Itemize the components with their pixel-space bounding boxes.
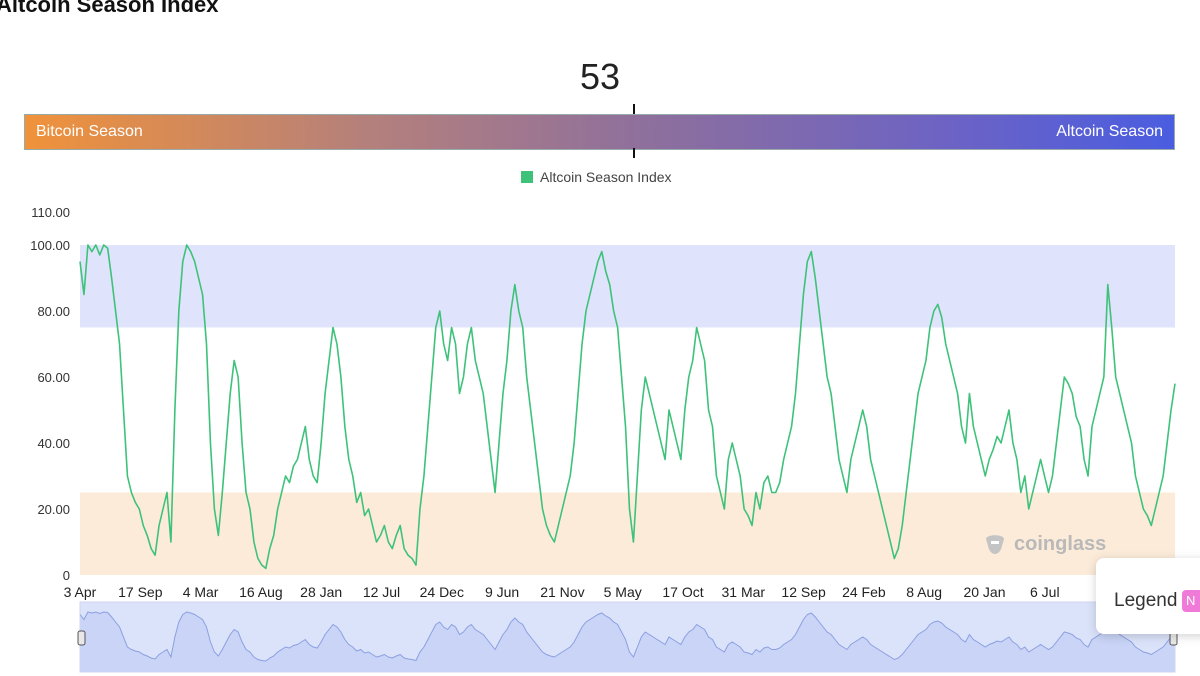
legend-popup[interactable]: Legend N: [1096, 558, 1200, 634]
bitcoin-season-label: Bitcoin Season: [36, 123, 143, 140]
season-gauge-bar: Bitcoin Season Altcoin Season: [24, 114, 1175, 150]
y-tick-label: 0: [63, 568, 70, 583]
x-tick-label: 17 Oct: [662, 584, 703, 600]
navigator-line: [79, 611, 1176, 662]
x-tick-label: 31 Mar: [722, 584, 766, 600]
x-tick-label: 6 Jul: [1030, 584, 1060, 600]
x-tick-label: 4 Mar: [183, 584, 219, 600]
new-badge: N: [1182, 590, 1200, 612]
y-tick-label: 20.00: [37, 502, 70, 517]
y-tick-label: 40.00: [37, 436, 70, 451]
coinglass-watermark: coinglass: [982, 531, 1106, 557]
chart-plot: 0 20.00 40.00 60.00 80.00 100.00 110.00 3 Apr 1…: [30, 205, 1178, 673]
legend-label: Altcoin Season Index: [540, 169, 672, 185]
x-tick-label: 8 Aug: [906, 584, 942, 600]
legend-swatch: [521, 171, 533, 183]
legend-popup-label: Legend: [1114, 590, 1178, 611]
navigator-area: [80, 612, 1175, 672]
x-tick-label: 28 Jan: [300, 584, 342, 600]
bitcoin-zone-band: [80, 492, 1175, 575]
y-tick-label: 100.00: [30, 238, 70, 253]
x-tick-label: 12 Sep: [781, 584, 826, 600]
altcoin-zone-band: [80, 245, 1175, 328]
altcoin-season-label: Altcoin Season: [1056, 123, 1163, 140]
navigator-left-handle[interactable]: [77, 630, 86, 646]
x-tick-label: 3 Apr: [64, 584, 97, 600]
coinglass-logo-icon: [986, 535, 1004, 554]
x-tick-label: 9 Jun: [485, 584, 519, 600]
x-tick-label: 17 Sep: [118, 584, 163, 600]
x-tick-label: 24 Feb: [842, 584, 886, 600]
x-tick-label: 5 May: [604, 584, 642, 600]
x-tick-label: 24 Dec: [420, 584, 464, 600]
x-tick-label: 16 Aug: [239, 584, 283, 600]
watermark-text: coinglass: [1014, 532, 1107, 555]
x-tick-label: 12 Jul: [363, 584, 400, 600]
x-tick-label: 21 Nov: [540, 584, 584, 600]
chart-legend[interactable]: Altcoin Season Index: [521, 169, 672, 185]
gauge-marker: [633, 104, 635, 158]
x-tick-label: 20 Jan: [963, 584, 1005, 600]
y-tick-label: 110.00: [31, 205, 70, 220]
y-tick-label: 60.00: [37, 370, 70, 385]
y-tick-label: 80.00: [37, 304, 70, 319]
gauge-value: 53: [579, 56, 621, 97]
page-title: Altcoin Season Index: [0, 0, 219, 17]
altcoin-index-line: [79, 244, 1176, 570]
